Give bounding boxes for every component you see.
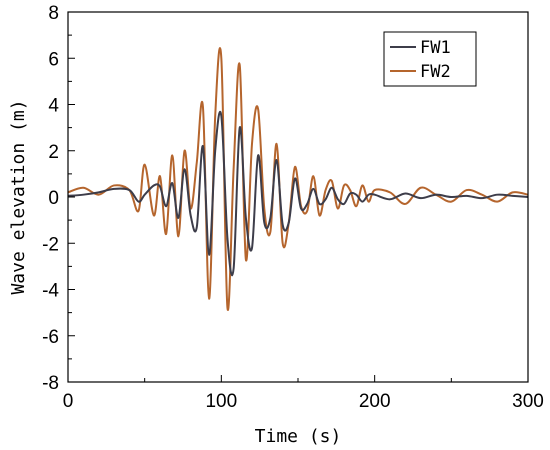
- x-tick-label: 0: [63, 391, 74, 412]
- y-tick-label: -4: [42, 281, 59, 302]
- y-tick-label: -2: [42, 234, 59, 255]
- y-tick-label: 4: [48, 96, 59, 117]
- y-axis-title: Wave elevation (m): [8, 99, 29, 294]
- y-tick-label: 8: [48, 3, 59, 24]
- series-line-fw1: [67, 110, 529, 277]
- series-line-fw2: [67, 47, 529, 311]
- legend-label-fw1: FW1: [420, 38, 451, 58]
- y-tick-label: -6: [42, 327, 59, 348]
- y-tick-label: 2: [48, 142, 59, 163]
- y-tick-label: 0: [48, 188, 59, 209]
- legend-label-fw2: FW2: [420, 62, 451, 82]
- x-axis-title: Time (s): [255, 426, 342, 447]
- ticks-layer: 0 100 200 300 -8 -6 -4 -2 0 2 4 6 8: [42, 3, 544, 412]
- y-tick-label: -8: [42, 373, 59, 394]
- x-tick-label: 200: [359, 391, 391, 412]
- x-tick-label: 300: [512, 391, 544, 412]
- x-tick-label: 100: [205, 391, 237, 412]
- series-layer: [67, 47, 529, 311]
- y-tick-label: 6: [48, 49, 59, 70]
- legend-box: [383, 31, 477, 87]
